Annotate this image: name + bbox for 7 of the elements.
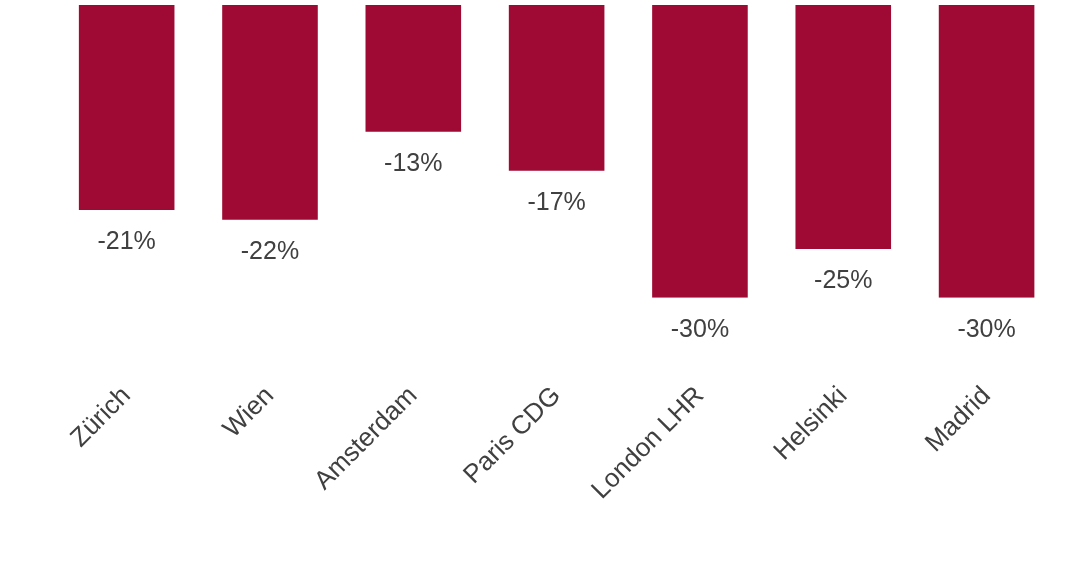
data-label: -22%	[240, 236, 300, 265]
data-label: -30%	[957, 314, 1016, 343]
data-label: -25%	[814, 265, 873, 294]
data-label: -17%	[527, 187, 586, 216]
data-label: -30%	[670, 314, 730, 343]
data-label: -13%	[384, 148, 443, 177]
data-label: -21%	[97, 226, 156, 255]
